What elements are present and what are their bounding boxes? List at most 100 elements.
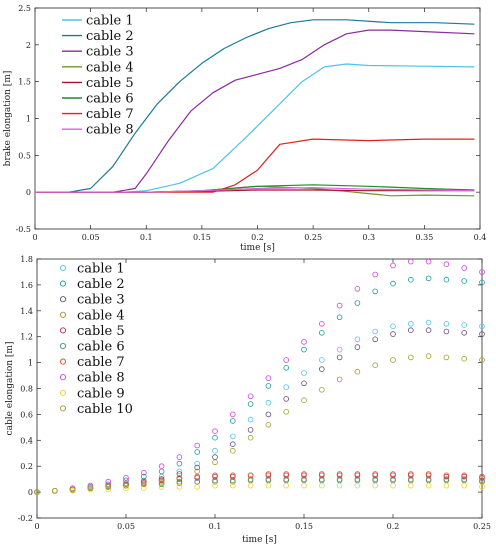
y-tick-label: 0.4 — [20, 436, 33, 445]
data-point-10 — [176, 475, 183, 481]
legend-label: cable 1 — [77, 262, 125, 277]
data-point-9 — [354, 482, 361, 489]
y-tick-label: 1.2 — [20, 333, 33, 342]
data-point-1 — [265, 399, 272, 406]
legend-marker — [59, 405, 67, 412]
data-point-6 — [212, 478, 218, 485]
data-point-6 — [158, 481, 165, 488]
y-tick-label: 0.5 — [18, 151, 31, 160]
y-tick-label: 1.6 — [20, 281, 33, 290]
y-tick-label: 1.5 — [18, 78, 31, 87]
data-point-9 — [123, 485, 129, 492]
data-point-8 — [283, 357, 290, 363]
y-tick-label: 0.6 — [20, 410, 33, 419]
data-point-10 — [390, 357, 396, 363]
data-point-10 — [443, 354, 450, 361]
data-point-2 — [425, 275, 432, 282]
data-point-10 — [158, 478, 165, 485]
data-point-9 — [141, 485, 147, 492]
x-tick-label: 0.2 — [387, 522, 400, 531]
data-point-7 — [283, 471, 290, 477]
data-point-8 — [407, 258, 414, 265]
data-point-3 — [443, 328, 450, 335]
data-point-9 — [283, 482, 290, 489]
data-point-9 — [230, 482, 236, 489]
data-point-3 — [372, 336, 379, 343]
data-point-2 — [283, 364, 290, 371]
data-point-3 — [479, 331, 485, 337]
x-tick-label: 0 — [34, 522, 39, 531]
x-tick-label: 0 — [32, 233, 37, 242]
data-point-9 — [318, 482, 325, 489]
data-point-2 — [336, 314, 343, 321]
data-point-6 — [318, 477, 325, 484]
y-tick-label: 2.5 — [18, 4, 31, 13]
data-point-1 — [318, 357, 325, 363]
y-axis-label: cable elongation [m] — [5, 342, 15, 436]
data-point-7 — [301, 471, 307, 477]
data-point-6 — [354, 477, 361, 484]
y-tick-label: 0 — [28, 488, 33, 497]
data-point-3 — [230, 441, 236, 448]
data-point-8 — [318, 320, 325, 327]
series-line-3 — [35, 29, 475, 193]
series-line-2 — [35, 19, 475, 193]
data-point-7 — [390, 471, 396, 477]
data-point-10 — [265, 421, 272, 428]
data-point-10 — [230, 447, 236, 454]
y-tick-label: 1 — [28, 359, 33, 368]
data-point-2 — [318, 329, 325, 336]
y-tick-label: 0.8 — [20, 385, 33, 394]
data-point-10 — [479, 357, 485, 363]
data-point-2 — [390, 280, 396, 287]
data-point-3 — [247, 427, 254, 433]
data-point-3 — [318, 366, 325, 372]
data-point-9 — [336, 482, 343, 489]
y-tick-label: -0.2 — [18, 514, 33, 523]
legend-label: cable 5 — [77, 324, 125, 339]
data-point-6 — [283, 477, 290, 484]
data-point-2 — [194, 449, 201, 455]
data-point-6 — [230, 478, 236, 485]
data-point-3 — [354, 344, 361, 350]
y-tick-label: 1.8 — [20, 255, 33, 264]
data-point-1 — [301, 370, 307, 376]
data-point-7 — [194, 473, 201, 480]
data-point-6 — [265, 477, 272, 484]
data-point-8 — [479, 269, 485, 275]
data-point-1 — [194, 460, 201, 467]
y-tick-label: 0 — [26, 188, 31, 197]
x-tick-label: 0.05 — [117, 522, 135, 531]
data-point-10 — [336, 376, 343, 383]
data-point-7 — [372, 471, 379, 477]
data-point-2 — [158, 468, 165, 475]
data-point-10 — [194, 468, 201, 475]
data-point-9 — [372, 482, 379, 489]
data-point-9 — [265, 482, 272, 489]
data-point-6 — [390, 477, 396, 484]
data-point-9 — [479, 484, 485, 490]
y-tick-label: 1.4 — [20, 307, 33, 316]
y-tick-label: 2 — [26, 41, 31, 50]
legend-label: cable 10 — [77, 402, 133, 417]
data-point-7 — [141, 478, 147, 485]
legend-label: cable 5 — [86, 76, 134, 91]
data-point-3 — [407, 327, 414, 334]
data-point-2 — [265, 383, 272, 389]
legend-marker — [59, 311, 67, 318]
legend-marker — [59, 296, 67, 303]
data-point-10 — [105, 484, 111, 490]
data-point-10 — [141, 481, 147, 488]
data-point-9 — [461, 482, 468, 489]
data-point-9 — [443, 482, 450, 489]
y-tick-label: 0.2 — [20, 462, 33, 471]
legend-label: cable 9 — [77, 386, 125, 401]
legend-label: cable 4 — [77, 308, 125, 323]
data-point-8 — [372, 271, 379, 278]
data-point-8 — [123, 475, 129, 481]
x-tick-label: 0.15 — [295, 522, 313, 531]
x-tick-label: 0.2 — [251, 233, 264, 242]
data-point-9 — [212, 482, 218, 489]
data-point-2 — [230, 418, 236, 424]
data-point-7 — [443, 472, 450, 479]
